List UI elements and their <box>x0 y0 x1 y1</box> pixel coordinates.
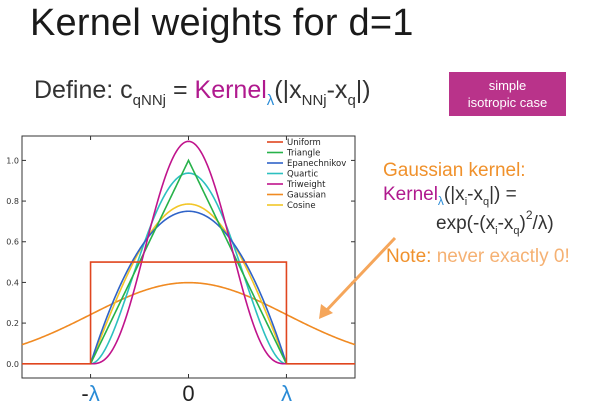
gaussian-f1-rest: (|x <box>443 184 465 205</box>
series-line-epanechnikov <box>22 210 355 365</box>
gaussian-f2-close: ) <box>519 213 526 234</box>
define-arg-close: |) <box>355 76 371 104</box>
y-tick-label: 0.6 <box>6 238 19 247</box>
legend-label-triweight: Triweight <box>286 180 326 190</box>
gaussian-f2-sub-i: i <box>495 225 498 237</box>
define-prefix: Define: c <box>34 76 133 104</box>
gaussian-kernel-word: Kernel <box>383 184 438 205</box>
gaussian-formula-line-2: exp(-(xi-xq)2/λ) <box>436 208 554 237</box>
gaussian-f2-start: exp(-(x <box>436 213 496 234</box>
y-tick-label: 0.4 <box>6 278 19 287</box>
gaussian-f2-sub-q: q <box>513 225 520 237</box>
legend-label-uniform: Uniform <box>287 138 321 148</box>
plot-area: 0.00.20.40.60.81.0-λ 0 λUniformTriangleEpa… <box>6 135 356 404</box>
define-formula: Define: cqNNj = Kernelλ(|xNNj-xq|) <box>34 76 371 109</box>
gaussian-f2-sup: 2 <box>525 208 533 222</box>
define-x-sub-q: q <box>347 92 356 109</box>
gaussian-f1-end: |) = <box>489 184 517 205</box>
define-arg-open: (|x <box>274 76 302 104</box>
note-label: Note: <box>386 246 432 267</box>
gaussian-f1-sub-q: q <box>482 196 490 208</box>
legend-label-triangle: Triangle <box>286 149 320 159</box>
x-tick-lambda: λ <box>89 381 100 404</box>
kernel-weights-chart: 0.00.20.40.60.81.0-λ 0 λUniformTriangleEpa… <box>6 135 356 404</box>
page-title: Kernel weights for d=1 <box>30 2 414 44</box>
note-text: Note: never exactly 0! <box>386 246 570 268</box>
badge-line-1: simple <box>488 78 527 93</box>
define-minus: -x <box>326 76 348 104</box>
y-tick-label: 0.2 <box>6 319 19 328</box>
gaussian-f2-minus: -x <box>497 213 514 234</box>
define-lambda: λ <box>266 92 275 109</box>
legend-label-epanechnikov: Epanechnikov <box>287 159 346 169</box>
y-tick-label: 0.8 <box>6 197 19 206</box>
gaussian-f1-sub-i: i <box>464 196 468 208</box>
simple-isotropic-badge: simple isotropic case <box>449 72 566 116</box>
legend-label-gaussian: Gaussian <box>287 191 326 201</box>
series-line-uniform <box>22 261 355 365</box>
note-body: never exactly 0! <box>431 246 570 267</box>
define-kernel: Kernel <box>194 76 267 104</box>
series-line-gaussian <box>21 281 356 346</box>
gaussian-f1-minus: -x <box>467 184 483 205</box>
gaussian-kernel-title: Gaussian kernel: <box>383 160 526 181</box>
gaussian-f2-lambda: λ) <box>537 213 554 234</box>
gaussian-formula-line-1: Kernelλ(|xi-xq|) = <box>383 184 517 208</box>
x-tick-minus: - <box>81 381 88 404</box>
define-equals: = <box>166 76 195 104</box>
x-tick-label: -λ <box>81 381 99 404</box>
badge-line-2: isotropic case <box>467 95 548 110</box>
legend-label-cosine: Cosine <box>287 201 316 211</box>
legend-label-quartic: Quartic <box>287 170 318 180</box>
series-line-cosine <box>22 203 355 365</box>
gaussian-f2-slash: / <box>532 213 538 234</box>
gaussian-lambda-sub: λ <box>437 194 444 208</box>
x-tick-label: λ <box>281 381 292 404</box>
define-c-subscript: qNNj <box>132 92 167 109</box>
x-tick-label: 0 <box>182 381 194 404</box>
y-tick-label: 1.0 <box>6 156 19 165</box>
y-tick-label: 0.0 <box>6 360 19 369</box>
define-x-sub-nnj: NNj <box>301 92 327 109</box>
